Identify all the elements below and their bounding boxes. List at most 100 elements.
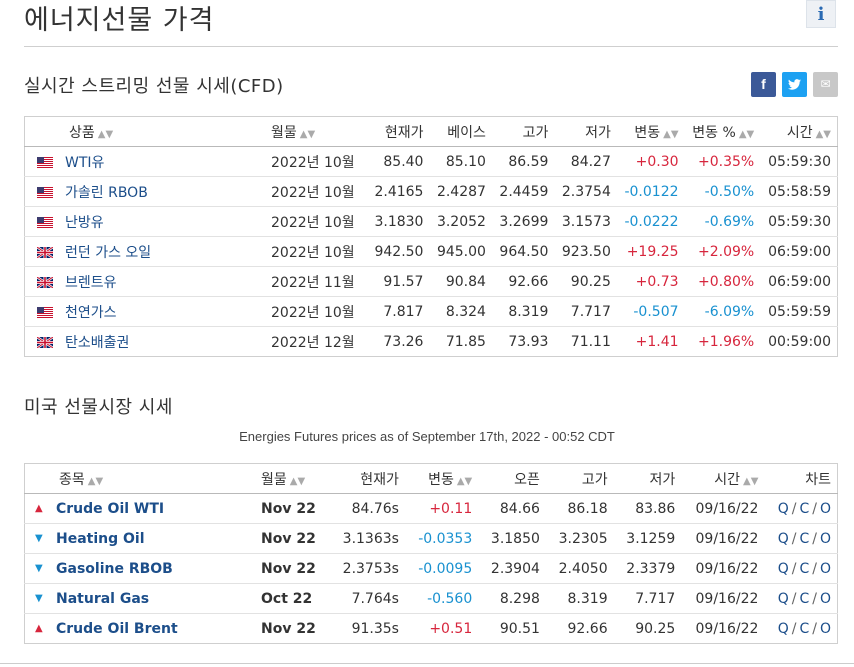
sort-icon: ▲▼ bbox=[738, 128, 755, 140]
info-icon[interactable]: i bbox=[806, 0, 836, 28]
col-header-product[interactable]: 상품 ▲▼ bbox=[24, 116, 265, 147]
bottom-divider bbox=[0, 663, 854, 664]
open-cell: 90.51 bbox=[478, 613, 546, 644]
col-header-high[interactable]: 고가 bbox=[545, 463, 614, 494]
product-link[interactable]: 천연가스 bbox=[65, 304, 117, 321]
change-cell: +0.11 bbox=[429, 500, 473, 517]
sort-icon: ▲▼ bbox=[743, 475, 759, 487]
us-section-title: 미국 선물시장 시세 bbox=[24, 397, 173, 418]
email-share-button[interactable]: ✉ bbox=[813, 72, 838, 97]
cfd-table: 상품 ▲▼ 월물 ▲▼ 현재가 베이스 고가 저가 변동 ▲▼ 변동 % ▲▼ 시간 ▲▼… bbox=[24, 116, 838, 357]
chart-link[interactable]: C bbox=[799, 500, 810, 517]
product-link[interactable]: 탄소배출권 bbox=[65, 334, 130, 351]
col-header-low[interactable]: 저가 bbox=[554, 116, 617, 147]
low-cell: 84.27 bbox=[570, 153, 611, 170]
twitter-share-button[interactable] bbox=[782, 72, 807, 97]
sort-icon: ▲▼ bbox=[456, 475, 473, 487]
quote-link[interactable]: Q bbox=[777, 530, 789, 547]
col-header-change[interactable]: 변동 ▲▼ bbox=[404, 463, 479, 494]
table-row: 브렌트유 2022년 11월 91.57 90.84 92.66 90.25 +0.73 +0… bbox=[24, 266, 838, 297]
col-header-price[interactable]: 현재가 bbox=[329, 463, 405, 494]
time-cell: 06:59:00 bbox=[760, 266, 838, 297]
arrow-down-icon: ▼ bbox=[35, 593, 43, 604]
table-row: 천연가스 2022년 10월 7.817 8.324 8.319 7.717 -0.507-… bbox=[24, 296, 838, 327]
base-cell: 85.10 bbox=[445, 153, 486, 170]
price-cell: 85.40 bbox=[383, 153, 424, 170]
low-cell: 3.1259 bbox=[613, 523, 682, 554]
time-cell: 09/16/22 bbox=[681, 553, 765, 584]
month-cell: 2022년 10월 bbox=[265, 296, 367, 327]
col-header-month[interactable]: 월물 ▲▼ bbox=[255, 463, 330, 494]
price-cell: 3.1363s bbox=[329, 523, 405, 554]
high-cell: 86.18 bbox=[567, 500, 608, 517]
arrow-down-icon: ▼ bbox=[35, 533, 43, 544]
col-header-base[interactable]: 베이스 bbox=[429, 116, 492, 147]
product-link[interactable]: WTI유 bbox=[65, 154, 105, 171]
options-link[interactable]: O bbox=[819, 530, 831, 547]
chart-link[interactable]: C bbox=[799, 590, 810, 607]
us-flag-icon bbox=[37, 307, 53, 318]
uk-flag-icon bbox=[37, 277, 53, 288]
col-header-low[interactable]: 저가 bbox=[613, 463, 682, 494]
facebook-share-button[interactable]: f bbox=[751, 72, 776, 97]
open-cell: 8.298 bbox=[478, 583, 546, 614]
product-link[interactable]: 브렌트유 bbox=[65, 274, 117, 291]
quote-link[interactable]: Q bbox=[777, 620, 789, 637]
col-header-high[interactable]: 고가 bbox=[491, 116, 555, 147]
symbol-link[interactable]: Crude Oil WTI bbox=[56, 500, 165, 517]
change-cell: -0.0095 bbox=[404, 553, 479, 584]
col-header-open[interactable]: 오픈 bbox=[478, 463, 546, 494]
product-link[interactable]: 런던 가스 오일 bbox=[65, 244, 152, 261]
month-cell: Nov 22 bbox=[255, 523, 330, 554]
month-cell: 2022년 10월 bbox=[271, 154, 355, 171]
symbol-link[interactable]: Gasoline RBOB bbox=[56, 560, 173, 577]
chart-link[interactable]: C bbox=[799, 560, 810, 577]
price-cell: 942.50 bbox=[367, 236, 430, 267]
options-link[interactable]: O bbox=[819, 560, 831, 577]
col-header-month[interactable]: 월물 ▲▼ bbox=[265, 116, 367, 147]
change-cell: +0.30 bbox=[635, 153, 679, 170]
col-header-time[interactable]: 시간 ▲▼ bbox=[681, 463, 765, 494]
quote-link[interactable]: Q bbox=[777, 560, 789, 577]
chart-link[interactable]: C bbox=[799, 530, 810, 547]
col-header-price[interactable]: 현재가 bbox=[367, 116, 430, 147]
time-cell: 06:59:00 bbox=[760, 236, 838, 267]
quote-link[interactable]: Q bbox=[777, 590, 789, 607]
quote-link[interactable]: Q bbox=[777, 500, 789, 517]
col-header-time[interactable]: 시간 ▲▼ bbox=[760, 116, 838, 147]
col-header-symbol[interactable]: 종목 ▲▼ bbox=[24, 463, 255, 494]
change-cell: -0.560 bbox=[404, 583, 479, 614]
price-cell: 7.817 bbox=[367, 296, 430, 327]
col-header-change-pct[interactable]: 변동 % ▲▼ bbox=[684, 116, 761, 147]
page-title: 에너지선물 가격 bbox=[24, 5, 215, 36]
col-header-change[interactable]: 변동 ▲▼ bbox=[616, 116, 685, 147]
symbol-link[interactable]: Crude Oil Brent bbox=[56, 620, 178, 637]
change-cell: +1.41 bbox=[616, 326, 685, 357]
table-row: 런던 가스 오일 2022년 10월 942.50 945.00 964.50 923.5… bbox=[24, 236, 838, 267]
product-link[interactable]: 가솔린 RBOB bbox=[65, 184, 148, 201]
month-cell: 2022년 11월 bbox=[265, 266, 367, 297]
high-cell: 3.2699 bbox=[491, 206, 555, 237]
us-flag-icon bbox=[37, 217, 53, 228]
cfd-header-row: 상품 ▲▼ 월물 ▲▼ 현재가 베이스 고가 저가 변동 ▲▼ 변동 % ▲▼ 시간 ▲▼ bbox=[24, 116, 838, 147]
time-cell: 05:59:30 bbox=[768, 153, 831, 170]
open-cell: 3.1850 bbox=[478, 523, 546, 554]
price-cell: 73.26 bbox=[367, 326, 430, 357]
month-cell: 2022년 10월 bbox=[265, 206, 367, 237]
low-cell: 2.3379 bbox=[613, 553, 682, 584]
symbol-link[interactable]: Heating Oil bbox=[56, 530, 145, 547]
options-link[interactable]: O bbox=[819, 620, 831, 637]
product-link[interactable]: 난방유 bbox=[65, 214, 104, 231]
change-cell: +0.73 bbox=[616, 266, 685, 297]
high-cell: 92.66 bbox=[491, 266, 555, 297]
high-cell: 2.4050 bbox=[545, 553, 614, 584]
high-cell: 8.319 bbox=[545, 583, 614, 614]
arrow-up-icon: ▲ bbox=[35, 503, 43, 514]
us-futures-table: 종목 ▲▼ 월물 ▲▼ 현재가 변동 ▲▼ 오픈 고가 저가 시간 ▲▼ 차트 ▲ Cru… bbox=[24, 463, 838, 644]
arrow-up-icon: ▲ bbox=[35, 623, 43, 634]
base-cell: 3.2052 bbox=[429, 206, 492, 237]
options-link[interactable]: O bbox=[819, 500, 831, 517]
options-link[interactable]: O bbox=[819, 590, 831, 607]
symbol-link[interactable]: Natural Gas bbox=[56, 590, 150, 607]
chart-link[interactable]: C bbox=[799, 620, 810, 637]
